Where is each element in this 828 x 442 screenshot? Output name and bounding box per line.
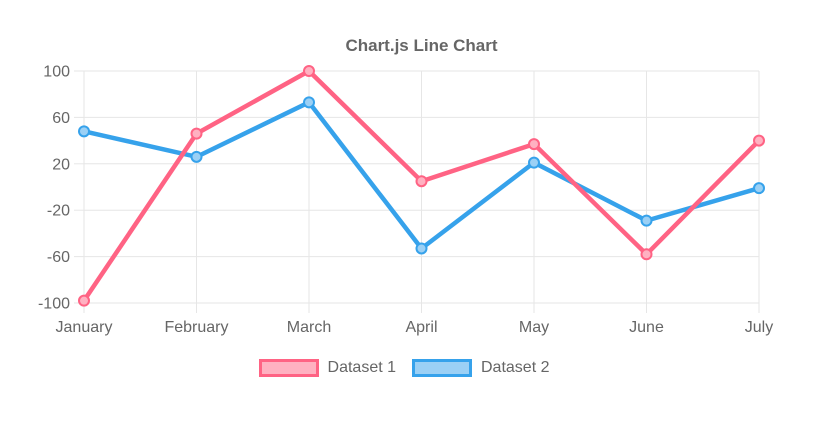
y-tick-label: -20 bbox=[47, 203, 70, 220]
data-point-dataset-2[interactable] bbox=[190, 150, 203, 163]
x-tick-label: July bbox=[745, 319, 773, 336]
data-point-dataset-1[interactable] bbox=[190, 127, 203, 140]
x-tick-label: April bbox=[405, 319, 437, 336]
y-tick-label: -60 bbox=[47, 249, 70, 266]
data-point-dataset-2[interactable] bbox=[528, 156, 540, 169]
legend-label-dataset-2: Dataset 2 bbox=[481, 359, 550, 376]
x-tick-label: February bbox=[164, 319, 228, 336]
data-point-dataset-2[interactable] bbox=[753, 182, 765, 195]
data-point-dataset-1[interactable] bbox=[640, 248, 653, 261]
x-tick-label: March bbox=[287, 319, 331, 336]
legend-swatch-dataset-1 bbox=[258, 359, 319, 377]
y-tick-label: -100 bbox=[38, 296, 70, 313]
data-point-dataset-1[interactable] bbox=[528, 138, 540, 151]
data-point-dataset-2[interactable] bbox=[78, 125, 90, 138]
y-tick-label: 100 bbox=[43, 64, 70, 81]
legend-swatch-dataset-2 bbox=[412, 359, 472, 377]
data-point-dataset-1[interactable] bbox=[415, 175, 428, 188]
data-point-dataset-1[interactable] bbox=[303, 65, 315, 77]
y-tick-label: 60 bbox=[52, 110, 70, 127]
data-point-dataset-2[interactable] bbox=[415, 242, 428, 255]
chart-legend: Dataset 1 Dataset 2 bbox=[0, 359, 808, 377]
legend-item-dataset-2[interactable]: Dataset 2 bbox=[412, 359, 549, 377]
data-point-dataset-2[interactable] bbox=[640, 214, 653, 227]
x-tick-label: June bbox=[629, 319, 664, 336]
legend-item-dataset-1[interactable]: Dataset 1 bbox=[258, 359, 396, 377]
data-point-dataset-1[interactable] bbox=[753, 134, 765, 147]
data-point-dataset-1[interactable] bbox=[78, 294, 90, 307]
chart-title: Chart.js Line Chart bbox=[345, 36, 498, 55]
legend-label-dataset-1: Dataset 1 bbox=[327, 359, 396, 376]
x-tick-label: May bbox=[519, 319, 549, 336]
y-tick-label: 20 bbox=[52, 156, 70, 173]
x-tick-label: January bbox=[56, 319, 113, 336]
data-point-dataset-2[interactable] bbox=[303, 96, 315, 109]
